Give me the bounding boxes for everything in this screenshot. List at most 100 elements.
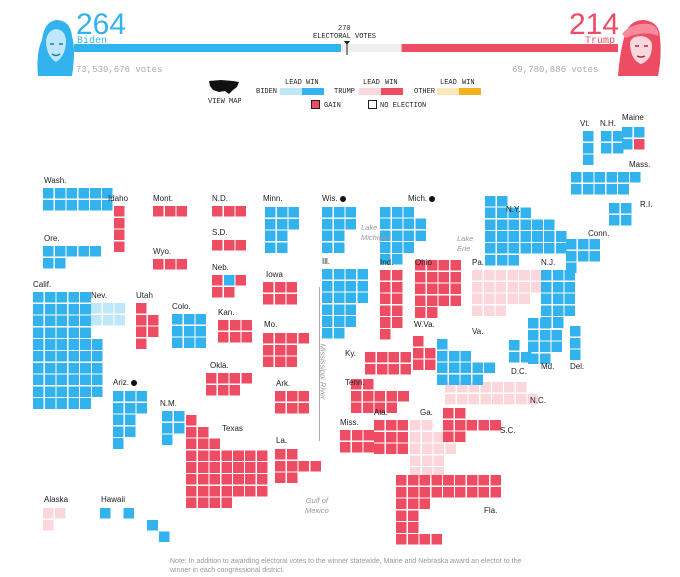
- electoral-vote-tile: [286, 356, 298, 368]
- electoral-vote-tile: [391, 206, 403, 218]
- state-idaho[interactable]: [114, 206, 125, 252]
- state-nh[interactable]: [601, 131, 624, 154]
- electoral-vote-tile: [136, 326, 147, 338]
- state-ind[interactable]: [380, 270, 403, 340]
- state-ohio[interactable]: [415, 260, 461, 318]
- state-wyo[interactable]: [153, 259, 188, 270]
- state-sc[interactable]: [443, 408, 501, 443]
- state-iowa[interactable]: [263, 282, 298, 305]
- state-maine[interactable]: [622, 127, 645, 150]
- state-ariz[interactable]: [113, 391, 148, 449]
- state-label: Md.: [541, 362, 555, 371]
- state-wis[interactable]: [322, 207, 357, 253]
- electoral-vote-tile: [407, 510, 419, 521]
- electoral-vote-tile: [43, 519, 54, 531]
- view-map-button[interactable]: VIEW MAP: [205, 78, 243, 106]
- state-ny[interactable]: [485, 195, 567, 266]
- electoral-vote-tile: [362, 402, 374, 414]
- electoral-vote-tile: [437, 362, 448, 374]
- state-ky[interactable]: [365, 352, 411, 375]
- state-neb[interactable]: [212, 275, 247, 298]
- electoral-vote-tile: [532, 219, 543, 230]
- electoral-vote-tile: [544, 219, 555, 230]
- state-dc[interactable]: [509, 340, 532, 363]
- state-kan[interactable]: [218, 320, 253, 343]
- state-nj[interactable]: [541, 270, 576, 328]
- electoral-vote-tile: [80, 374, 91, 386]
- state-nev[interactable]: [91, 303, 126, 326]
- state-ri[interactable]: [609, 203, 632, 226]
- legend-other-win-swatch: [459, 88, 481, 95]
- state-fla[interactable]: [396, 475, 501, 545]
- electoral-vote-tile: [431, 534, 442, 545]
- electoral-vote-tile: [478, 475, 490, 486]
- electoral-vote-tile: [421, 455, 433, 466]
- state-mich[interactable]: [380, 206, 426, 265]
- state-sd[interactable]: [212, 240, 247, 251]
- electoral-vote-tile: [541, 270, 552, 281]
- state-nm[interactable]: [162, 411, 185, 446]
- trump-portrait: [614, 16, 664, 81]
- called-flip-marker: [131, 379, 137, 386]
- electoral-vote-tile: [44, 374, 56, 386]
- electoral-vote-tile: [374, 402, 386, 414]
- electoral-vote-tile: [113, 426, 124, 437]
- state-va[interactable]: [437, 339, 495, 385]
- state-wash[interactable]: [43, 188, 113, 211]
- legend-gain-label: GAIN: [324, 102, 341, 110]
- state-mont[interactable]: [153, 206, 188, 217]
- electoral-vote-tile: [551, 329, 563, 341]
- state-hawaii[interactable]: [100, 508, 170, 543]
- state-conn[interactable]: [566, 239, 601, 274]
- state-ore[interactable]: [43, 246, 101, 269]
- legend-biden-lead-swatch: [280, 88, 302, 95]
- electoral-vote-tile: [485, 207, 496, 219]
- electoral-vote-tile: [33, 362, 44, 374]
- electoral-vote-tile: [44, 386, 56, 397]
- state-ala[interactable]: [374, 420, 409, 455]
- lake-erie-label: Lake Erie: [457, 234, 474, 253]
- electoral-vote-tile: [54, 508, 66, 519]
- state-ga[interactable]: [410, 420, 456, 478]
- electoral-vote-tile: [172, 337, 183, 349]
- electoral-vote-tile: [68, 327, 79, 338]
- state-tenn[interactable]: [351, 379, 409, 414]
- electoral-vote-tile: [351, 430, 363, 441]
- electoral-vote-tile: [100, 508, 111, 519]
- state-utah[interactable]: [136, 303, 159, 349]
- state-miss[interactable]: [340, 430, 375, 453]
- state-minn[interactable]: [265, 207, 300, 253]
- state-label: Maine: [622, 113, 644, 122]
- electoral-vote-tile: [33, 398, 44, 409]
- biden-name: Biden: [77, 36, 108, 47]
- electoral-vote-tile: [454, 408, 466, 419]
- electoral-vote-tile: [620, 214, 632, 226]
- state-ark[interactable]: [275, 391, 310, 414]
- electoral-vote-tile: [186, 438, 197, 450]
- electoral-vote-tile: [415, 218, 426, 230]
- state-del[interactable]: [570, 326, 581, 361]
- state-nd[interactable]: [212, 206, 247, 217]
- electoral-vote-tile: [492, 393, 503, 405]
- state-nc[interactable]: [445, 382, 539, 405]
- state-md[interactable]: [528, 318, 563, 364]
- electoral-vote-tile: [333, 218, 345, 230]
- state-vt[interactable]: [583, 131, 594, 166]
- legend-lead-label-trump: LEAD: [363, 79, 380, 87]
- state-calif[interactable]: [33, 292, 103, 409]
- electoral-vote-tile: [541, 293, 552, 305]
- state-label: N.M.: [160, 399, 177, 408]
- state-pa[interactable]: [472, 270, 542, 316]
- electoral-vote-tile: [92, 362, 103, 374]
- state-okla[interactable]: [206, 373, 252, 396]
- state-texas[interactable]: [186, 415, 268, 509]
- state-mo[interactable]: [263, 333, 309, 368]
- state-colo[interactable]: [172, 314, 207, 349]
- state-ill[interactable]: [322, 269, 368, 339]
- electoral-vote-tile: [466, 475, 478, 486]
- electoral-vote-tile: [276, 218, 288, 230]
- state-wva[interactable]: [413, 336, 436, 371]
- state-la[interactable]: [275, 449, 321, 484]
- state-alaska[interactable]: [43, 508, 66, 531]
- state-mass[interactable]: [571, 172, 641, 195]
